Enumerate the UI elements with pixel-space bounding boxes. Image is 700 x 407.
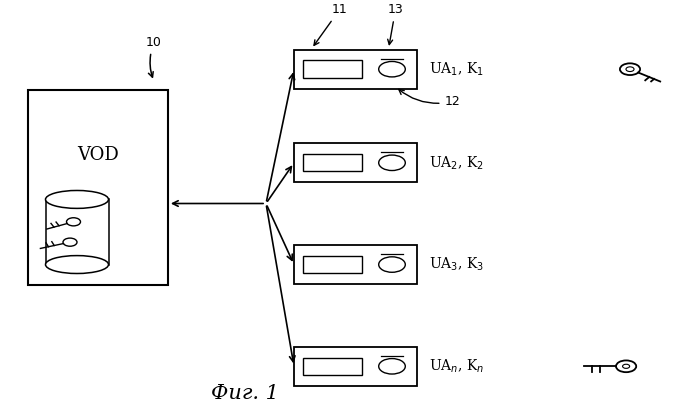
- Circle shape: [626, 67, 634, 72]
- Text: 11: 11: [314, 3, 347, 45]
- Circle shape: [622, 364, 629, 368]
- Text: UA$_3$, K$_3$: UA$_3$, K$_3$: [429, 256, 484, 273]
- Text: UA$_1$, K$_1$: UA$_1$, K$_1$: [429, 61, 484, 78]
- Text: VOD: VOD: [77, 146, 119, 164]
- FancyBboxPatch shape: [294, 144, 416, 182]
- Circle shape: [379, 257, 405, 272]
- Ellipse shape: [46, 190, 108, 208]
- Ellipse shape: [46, 256, 108, 274]
- Bar: [46, 199, 108, 265]
- FancyBboxPatch shape: [303, 358, 362, 375]
- FancyBboxPatch shape: [303, 61, 362, 78]
- FancyBboxPatch shape: [294, 347, 416, 386]
- Text: 13: 13: [388, 3, 403, 45]
- Text: 10: 10: [146, 36, 162, 77]
- FancyBboxPatch shape: [303, 154, 362, 171]
- FancyBboxPatch shape: [303, 256, 362, 273]
- Text: UA$_2$, K$_2$: UA$_2$, K$_2$: [429, 154, 484, 171]
- Circle shape: [379, 61, 405, 77]
- FancyBboxPatch shape: [28, 90, 168, 285]
- Circle shape: [379, 155, 405, 171]
- Text: 12: 12: [399, 90, 461, 108]
- Text: Фиг. 1: Фиг. 1: [211, 384, 279, 403]
- FancyBboxPatch shape: [294, 245, 416, 284]
- FancyBboxPatch shape: [294, 50, 416, 89]
- Circle shape: [379, 359, 405, 374]
- Text: UA$_n$, K$_n$: UA$_n$, K$_n$: [429, 358, 484, 375]
